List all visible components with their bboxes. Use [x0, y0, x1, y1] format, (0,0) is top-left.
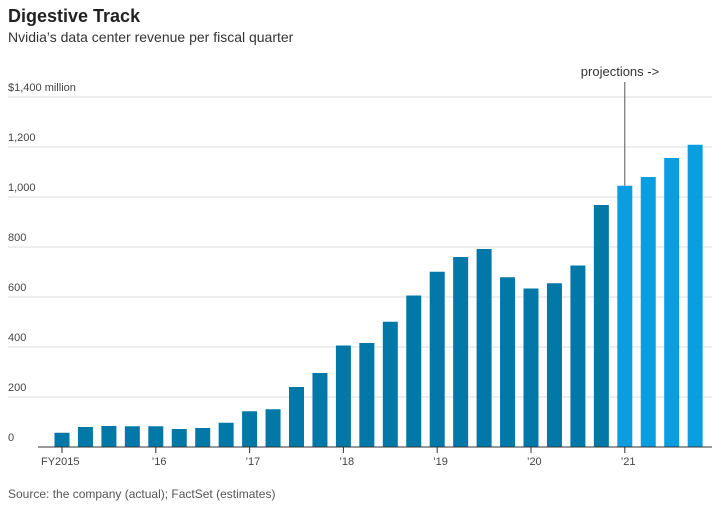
- actual-bar: [171, 429, 187, 447]
- actual-bar: [359, 343, 375, 447]
- actual-bar: [546, 283, 562, 447]
- actual-bar: [593, 205, 609, 447]
- x-tick-label: ’16: [152, 456, 167, 468]
- projection-annotation: projections ->: [581, 64, 659, 186]
- actual-bar: [429, 271, 445, 447]
- bars: [54, 144, 703, 447]
- actual-bar: [242, 411, 258, 447]
- projection-bar: [617, 185, 633, 447]
- actual-bar: [289, 387, 304, 447]
- actual-bar: [195, 428, 211, 447]
- y-tick-label: 1,000: [8, 182, 36, 194]
- y-tick-label: 1,200: [8, 132, 36, 144]
- actual-bar: [476, 249, 492, 447]
- projection-bar: [640, 177, 656, 447]
- x-tick-label: ’17: [246, 456, 261, 468]
- projection-bar: [664, 158, 680, 447]
- actual-bar: [335, 345, 351, 447]
- x-tick-label: ’19: [433, 456, 448, 468]
- actual-bar: [124, 426, 140, 447]
- y-tick-label: $1,400 million: [8, 82, 76, 94]
- annotation-label: projections ->: [581, 64, 659, 79]
- source-note: Source: the company (actual); FactSet (e…: [8, 487, 276, 501]
- actual-bar: [406, 295, 422, 447]
- y-tick-label: 600: [8, 282, 26, 294]
- actual-bar: [148, 426, 164, 447]
- actual-bar: [570, 265, 586, 447]
- y-tick-label: 400: [8, 332, 26, 344]
- actual-bar: [500, 277, 516, 447]
- actual-bar: [101, 426, 117, 447]
- x-tick-label: ’18: [339, 456, 354, 468]
- actual-bar: [382, 321, 398, 447]
- actual-bar: [265, 409, 281, 447]
- x-tick-label: FY2015: [41, 456, 80, 468]
- actual-bar: [312, 373, 328, 447]
- projection-bar: [687, 144, 703, 447]
- chart-subtitle: Nvidia’s data center revenue per fiscal …: [8, 29, 294, 45]
- y-tick-label: 200: [8, 382, 26, 394]
- x-tick-label: ’21: [621, 456, 636, 468]
- y-tick-label: 800: [8, 232, 26, 244]
- chart-title: Digestive Track: [8, 6, 141, 26]
- x-tick-label: ’20: [527, 456, 542, 468]
- actual-bar: [54, 432, 70, 447]
- actual-bar: [523, 288, 539, 447]
- actual-bar: [453, 257, 469, 447]
- actual-bar: [218, 422, 234, 447]
- actual-bar: [77, 427, 93, 447]
- x-axis: FY2015 ’16 ’17 ’18 ’19 ’20 ’21: [38, 446, 712, 468]
- y-tick-label: 0: [8, 432, 14, 444]
